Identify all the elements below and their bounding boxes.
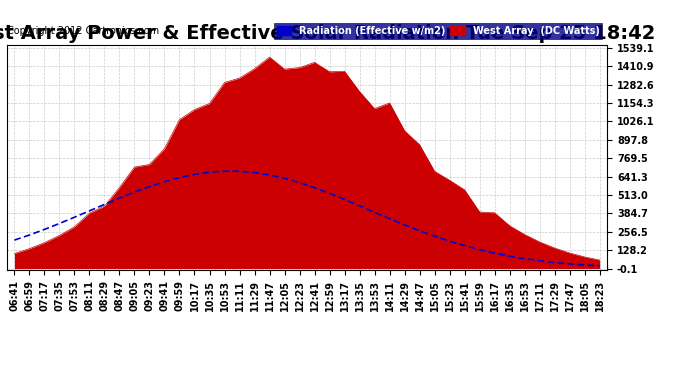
Title: West Array Power & Effective Solar Radiation Tue Sep 25 18:42: West Array Power & Effective Solar Radia… xyxy=(0,24,656,44)
Text: Copyright 2012 Cartronics.com: Copyright 2012 Cartronics.com xyxy=(7,26,159,36)
Legend: Radiation (Effective w/m2), West Array  (DC Watts): Radiation (Effective w/m2), West Array (… xyxy=(274,23,602,39)
